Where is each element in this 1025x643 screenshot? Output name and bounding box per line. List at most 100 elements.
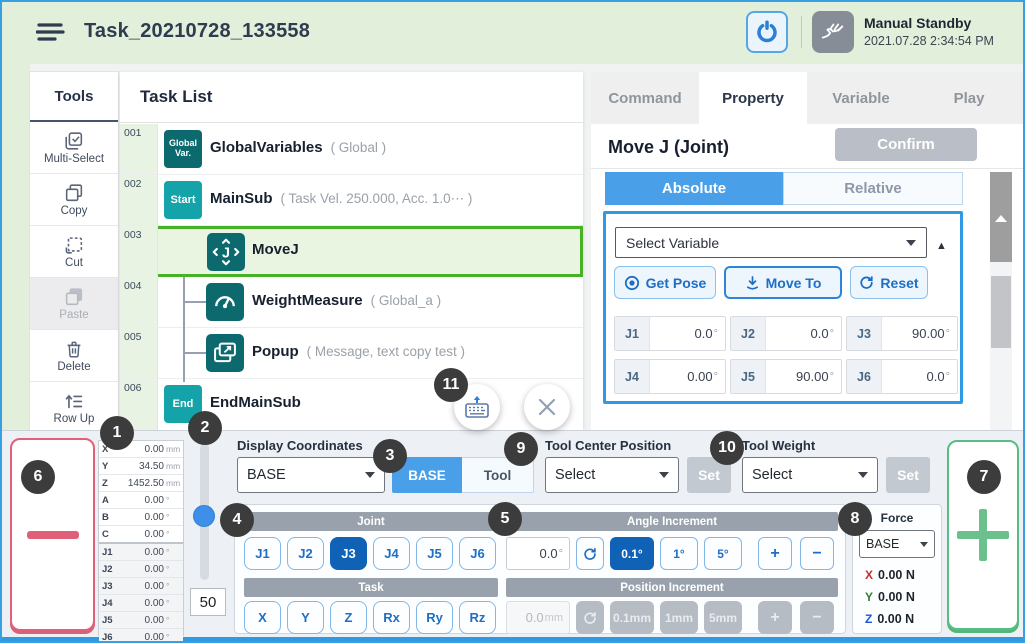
coord-row: Z 1452.50 mm	[99, 475, 183, 492]
jog-task-z-button[interactable]: Z	[330, 601, 367, 634]
left-margin	[0, 64, 30, 430]
mode-absolute-button[interactable]: Absolute	[605, 172, 783, 205]
tab-variable[interactable]: Variable	[807, 72, 916, 124]
chevron-down-icon	[659, 472, 669, 478]
row-number: 003	[120, 226, 158, 277]
angle-plus-button[interactable]: +	[758, 537, 792, 570]
tool-delete-button[interactable]: Delete	[30, 330, 118, 382]
coordinate-frame-dropdown[interactable]: BASE	[237, 457, 385, 493]
scroll-up-icon	[995, 215, 1007, 222]
tcp-select-dropdown[interactable]: Select	[545, 457, 679, 493]
joint-j1-field[interactable]: J1 0.0 °	[614, 316, 726, 351]
joint-j3-field[interactable]: J3 90.00 °	[846, 316, 958, 351]
jog-plus-button[interactable]	[947, 440, 1019, 630]
force-x-row: X 0.00 N	[865, 568, 915, 582]
scrollbar-thumb[interactable]	[991, 276, 1011, 348]
tab-play[interactable]: Play	[915, 72, 1023, 124]
joint-j6-field[interactable]: J6 0.0 °	[846, 359, 958, 394]
task-row-globalvariables[interactable]: 001 Global Var. GlobalVariables ( Global )	[120, 124, 583, 175]
angle-increment-field[interactable]: 0.0 °	[506, 537, 570, 570]
task-name: Popup	[252, 343, 299, 360]
tool-paste-button: Paste	[30, 278, 118, 330]
mode-relative-button[interactable]: Relative	[783, 172, 963, 205]
angle-step-5-button[interactable]: 5°	[704, 537, 742, 570]
row-number: 002	[120, 175, 158, 225]
jog-joint-j1-button[interactable]: J1	[244, 537, 281, 570]
annotation-10: 10	[710, 431, 744, 465]
collapse-arrow-icon[interactable]: ▲	[936, 240, 947, 252]
jog-joint-j4-button[interactable]: J4	[373, 537, 410, 570]
hamburger-menu-icon[interactable]	[35, 21, 66, 43]
joint-j2-field[interactable]: J2 0.0 °	[730, 316, 842, 351]
topbar-divider	[801, 16, 802, 48]
manual-mode-button[interactable]	[812, 11, 854, 53]
position-reset-button	[576, 601, 604, 634]
frame-base-button[interactable]: BASE	[392, 457, 462, 493]
get-pose-button[interactable]: Get Pose	[614, 266, 716, 299]
angle-step-1-button[interactable]: 1°	[660, 537, 698, 570]
jog-task-rz-button[interactable]: Rz	[459, 601, 496, 634]
confirm-button[interactable]: Confirm	[835, 128, 977, 161]
movej-command-icon: J	[207, 233, 245, 271]
task-param: ( Task Vel. 250.000, Acc. 1.0⋯ )	[280, 191, 473, 206]
tab-command[interactable]: Command	[591, 72, 700, 124]
jog-joint-j6-button[interactable]: J6	[459, 537, 496, 570]
chevron-down-icon	[858, 472, 868, 478]
jog-task-rx-button[interactable]: Rx	[373, 601, 410, 634]
tool-center-position-label: Tool Center Position	[545, 438, 672, 453]
jog-task-y-button[interactable]: Y	[287, 601, 324, 634]
jog-joint-j5-button[interactable]: J5	[416, 537, 453, 570]
annotation-8: 8	[838, 502, 872, 536]
force-y-row: Y 0.00 N	[865, 590, 915, 604]
task-row-mainsub[interactable]: 002 Start MainSub ( Task Vel. 250.000, Ac…	[120, 175, 583, 226]
tool-multi-select-button[interactable]: Multi-Select	[30, 122, 118, 174]
task-row-movej-selected[interactable]: 003 J MoveJ	[120, 226, 583, 277]
close-button[interactable]	[524, 384, 570, 430]
row-number: 001	[120, 124, 158, 174]
paste-icon	[65, 288, 83, 306]
coord-row: J5 0.00 °	[99, 612, 183, 629]
joint-j4-field[interactable]: J4 0.00 °	[614, 359, 726, 394]
annotation-9: 9	[504, 432, 538, 466]
task-name: EndMainSub	[210, 394, 301, 411]
servo-power-button[interactable]	[746, 11, 788, 53]
reset-pose-button[interactable]: Reset	[850, 266, 928, 299]
svg-text:J: J	[222, 245, 230, 261]
variable-select-dropdown[interactable]: Select Variable	[615, 227, 927, 258]
annotation-1: 1	[100, 416, 134, 450]
speed-value-field[interactable]: 50	[190, 588, 226, 616]
joint-j5-field[interactable]: J5 90.00 °	[730, 359, 842, 394]
tools-header: Tools	[30, 72, 118, 122]
tool-weight-set-button[interactable]: Set	[886, 457, 930, 493]
jog-task-ry-button[interactable]: Ry	[416, 601, 453, 634]
tool-copy-button[interactable]: Copy	[30, 174, 118, 226]
angle-increment-header: Angle Increment	[506, 512, 838, 531]
task-name: GlobalVariables	[210, 139, 323, 156]
panel-scrollbar[interactable]	[990, 172, 1012, 430]
display-coordinates-label: Display Coordinates	[237, 438, 363, 453]
pose-editor-box: Select Variable ▲ Get Pose Move To Reset…	[603, 211, 963, 404]
force-frame-dropdown[interactable]: BASE	[859, 530, 935, 558]
hand-icon	[821, 23, 844, 39]
reset-icon	[584, 547, 596, 560]
angle-reset-button[interactable]	[576, 537, 604, 570]
jog-task-x-button[interactable]: X	[244, 601, 281, 634]
coord-row: A 0.00 °	[99, 492, 183, 509]
property-panel: Command Property Variable Play Move J (J…	[591, 72, 1023, 430]
move-to-button[interactable]: Move To	[724, 266, 842, 299]
chevron-down-icon	[906, 239, 916, 246]
tab-property[interactable]: Property	[699, 72, 807, 124]
angle-minus-button[interactable]: −	[800, 537, 834, 570]
minus-icon	[26, 530, 79, 539]
start-badge: Start	[164, 181, 202, 219]
target-icon	[624, 275, 639, 290]
angle-step-01-button[interactable]: 0.1°	[610, 537, 654, 570]
tool-weight-select-dropdown[interactable]: Select	[742, 457, 878, 493]
scrollbar-up-button[interactable]	[990, 172, 1012, 262]
position-step-1-button: 1mm	[660, 601, 698, 634]
jog-joint-j2-button[interactable]: J2	[287, 537, 324, 570]
tool-cut-button[interactable]: Cut	[30, 226, 118, 278]
jog-joint-j3-button[interactable]: J3	[330, 537, 367, 570]
speed-slider-thumb[interactable]	[193, 505, 215, 527]
force-z-row: Z 0.00 N	[865, 612, 915, 626]
